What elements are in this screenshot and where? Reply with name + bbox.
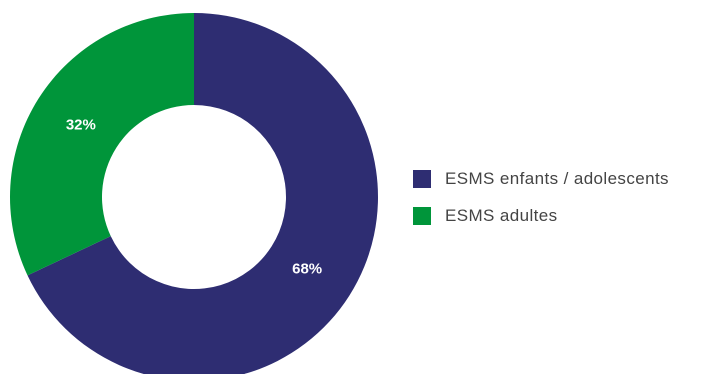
legend-swatch-esms-enfants (413, 170, 431, 188)
donut-chart: 68% 32% (9, 13, 378, 374)
legend-item-esms-adultes: ESMS adultes (413, 204, 669, 228)
donut-slice-esms-enfants (27, 13, 378, 374)
slice-label-esms-enfants: 68% (292, 260, 322, 277)
legend-label-esms-adultes: ESMS adultes (445, 206, 558, 225)
legend-label-esms-enfants: ESMS enfants / adolescents (445, 169, 669, 188)
legend-swatch-esms-adultes (413, 207, 431, 225)
slice-label-esms-adultes: 32% (66, 117, 96, 134)
legend: ESMS enfants / adolescents ESMS adultes (413, 167, 669, 241)
legend-item-esms-enfants: ESMS enfants / adolescents (413, 167, 669, 191)
donut-slice-esms-adultes (9, 13, 195, 276)
